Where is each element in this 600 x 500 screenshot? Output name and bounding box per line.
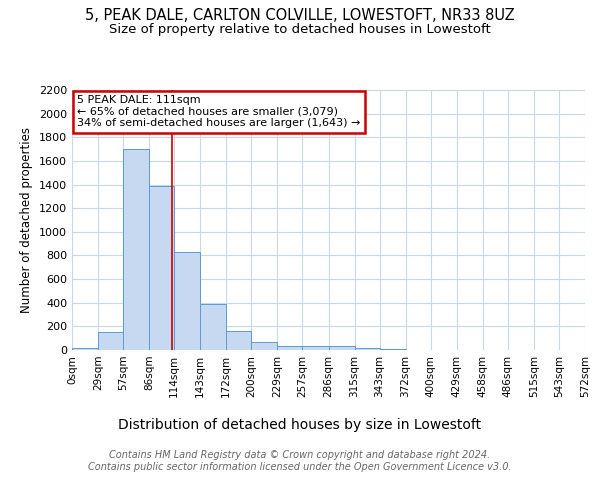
Bar	[174, 252, 200, 350]
Bar	[329, 346, 355, 350]
Bar	[251, 342, 277, 350]
Bar	[380, 349, 406, 350]
Bar	[200, 304, 226, 350]
Bar	[98, 332, 123, 350]
Bar	[302, 346, 329, 350]
Bar	[355, 348, 380, 350]
Bar	[123, 149, 149, 350]
Text: 5 PEAK DALE: 111sqm
← 65% of detached houses are smaller (3,079)
34% of semi-det: 5 PEAK DALE: 111sqm ← 65% of detached ho…	[77, 95, 361, 128]
Bar	[149, 186, 174, 350]
Text: Contains HM Land Registry data © Crown copyright and database right 2024.: Contains HM Land Registry data © Crown c…	[109, 450, 491, 460]
Y-axis label: Number of detached properties: Number of detached properties	[20, 127, 34, 313]
Bar	[277, 346, 302, 350]
Text: 5, PEAK DALE, CARLTON COLVILLE, LOWESTOFT, NR33 8UZ: 5, PEAK DALE, CARLTON COLVILLE, LOWESTOF…	[85, 8, 515, 22]
Text: Distribution of detached houses by size in Lowestoft: Distribution of detached houses by size …	[118, 418, 482, 432]
Text: Size of property relative to detached houses in Lowestoft: Size of property relative to detached ho…	[109, 22, 491, 36]
Bar	[72, 348, 98, 350]
Text: Contains public sector information licensed under the Open Government Licence v3: Contains public sector information licen…	[88, 462, 512, 472]
Bar	[226, 330, 251, 350]
